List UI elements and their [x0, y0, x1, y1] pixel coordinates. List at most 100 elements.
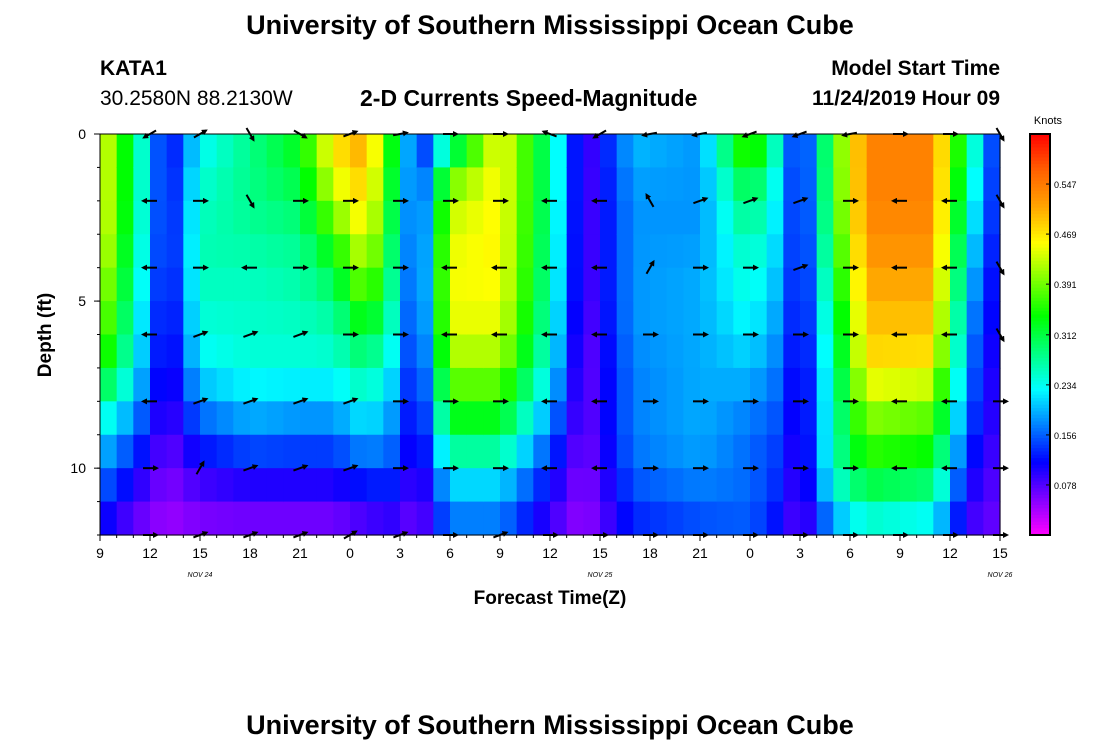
heatmap-cell: [250, 134, 268, 169]
heatmap-cell: [533, 234, 551, 269]
heatmap-cell: [100, 367, 118, 402]
colorbar-segment: [1030, 404, 1050, 409]
heatmap-cell: [416, 501, 434, 536]
heatmap-cell: [883, 167, 901, 202]
model-start-label: Model Start Time: [831, 57, 1000, 80]
heatmap-cell: [283, 200, 301, 235]
heatmap-cell: [433, 301, 451, 336]
heatmap-cell: [566, 468, 584, 503]
heatmap-cell: [233, 134, 251, 169]
heatmap-cell: [216, 234, 234, 269]
heatmap-cell: [166, 167, 184, 202]
heatmap-cell: [933, 334, 951, 369]
heatmap-cell: [416, 334, 434, 369]
heatmap-cell: [966, 167, 984, 202]
heatmap-cell: [483, 301, 501, 336]
heatmap-cell: [366, 234, 384, 269]
heatmap-cell: [450, 434, 468, 469]
heatmap-cell: [566, 200, 584, 235]
heatmap-cell: [550, 501, 568, 536]
x-tick-label: 21: [292, 545, 308, 561]
colorbar-segment: [1030, 177, 1050, 182]
colorbar-segment: [1030, 150, 1050, 155]
colorbar-segment: [1030, 174, 1050, 179]
heatmap-cell: [350, 200, 368, 235]
heatmap-cell: [166, 468, 184, 503]
heatmap-cell: [583, 401, 601, 436]
heatmap-cell: [450, 267, 468, 302]
heatmap-cell: [266, 501, 284, 536]
heatmap-cell: [766, 434, 784, 469]
heatmap-cell: [933, 234, 951, 269]
heatmap-cell: [300, 134, 318, 169]
colorbar-segment: [1030, 451, 1050, 456]
heatmap-cell: [683, 434, 701, 469]
heatmap-cell: [233, 200, 251, 235]
colorbar-tick-label: 0.156: [1054, 431, 1077, 441]
colorbar-segment: [1030, 304, 1050, 309]
heatmap-cell: [866, 134, 884, 169]
heatmap-cell: [583, 134, 601, 169]
heatmap-cell: [350, 367, 368, 402]
current-vector-arrow: [743, 196, 759, 205]
heatmap-cell: [383, 468, 401, 503]
heatmap-cell: [483, 401, 501, 436]
colorbar-segment: [1030, 247, 1050, 252]
heatmap-cell: [133, 301, 151, 336]
current-vector-arrow: [343, 464, 359, 472]
heatmap-cell: [983, 434, 1001, 469]
heatmap-cell: [800, 301, 818, 336]
heatmap-cell: [916, 401, 934, 436]
heatmap-cell: [516, 267, 534, 302]
current-vector-arrow: [243, 397, 259, 405]
heatmap-cell: [333, 200, 351, 235]
heatmap-cell: [800, 468, 818, 503]
heatmap-cell: [633, 167, 651, 202]
colorbar-segment: [1030, 468, 1050, 473]
heatmap-cell: [316, 167, 334, 202]
heatmap-cell: [950, 267, 968, 302]
colorbar-segment: [1030, 374, 1050, 379]
heatmap-cell: [400, 234, 418, 269]
heatmap-cell: [666, 501, 684, 536]
heatmap-cell: [833, 367, 851, 402]
heatmap-cell: [283, 301, 301, 336]
heatmap-cell: [833, 301, 851, 336]
heatmap-cell: [916, 334, 934, 369]
heatmap-cell: [316, 468, 334, 503]
heatmap-cell: [833, 267, 851, 302]
x-tick-label: 18: [642, 545, 658, 561]
colorbar-segment: [1030, 317, 1050, 322]
heatmap-cell: [116, 401, 134, 436]
heatmap-cell: [383, 267, 401, 302]
heatmap-cell: [650, 501, 668, 536]
heatmap-cell: [550, 200, 568, 235]
heatmap-cell: [783, 200, 801, 235]
colorbar-segment: [1030, 531, 1050, 536]
heatmap-cell: [216, 334, 234, 369]
x-tick-label: 15: [992, 545, 1008, 561]
heatmap-cell: [416, 401, 434, 436]
colorbar-segment: [1030, 217, 1050, 222]
heatmap-cell: [133, 134, 151, 169]
x-tick-label: 9: [896, 545, 904, 561]
heatmap-cell: [350, 501, 368, 536]
heatmap-cell: [950, 200, 968, 235]
colorbar-segment: [1030, 434, 1050, 439]
heatmap-cell: [533, 167, 551, 202]
colorbar-segment: [1030, 197, 1050, 202]
heatmap-cell: [133, 367, 151, 402]
heatmap-cell: [900, 367, 918, 402]
heatmap-cell: [100, 167, 118, 202]
heatmap-cell: [733, 234, 751, 269]
heatmap-cell: [666, 434, 684, 469]
heatmap-cell: [383, 367, 401, 402]
heatmap-cell: [350, 267, 368, 302]
x-tick-label: 0: [346, 545, 354, 561]
x-tick-label: 9: [96, 545, 104, 561]
heatmap-cell: [516, 234, 534, 269]
heatmap-cell: [450, 134, 468, 169]
heatmap-cell: [266, 401, 284, 436]
heatmap-cell: [850, 334, 868, 369]
colorbar-segment: [1030, 474, 1050, 479]
